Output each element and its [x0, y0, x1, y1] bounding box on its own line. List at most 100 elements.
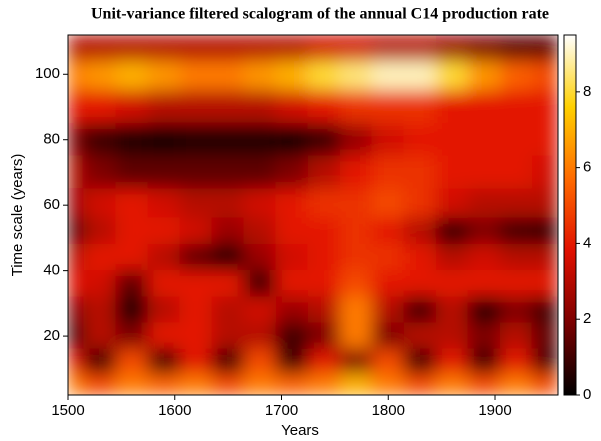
heat-cell — [531, 155, 558, 190]
heat-cell — [115, 155, 149, 190]
chart-title: Unit-variance filtered scalogram of the … — [91, 6, 549, 23]
heat-cell — [435, 270, 469, 298]
heat-cell — [371, 122, 405, 157]
heat-cell — [403, 90, 437, 124]
heat-cell — [179, 322, 213, 350]
heat-cell — [115, 188, 149, 219]
heat-cell — [499, 270, 533, 298]
heat-cell — [499, 35, 533, 62]
heat-cell — [68, 322, 85, 350]
heat-cell — [531, 296, 558, 324]
heat-cell — [467, 348, 501, 375]
heat-cell — [403, 122, 437, 157]
heat-cell — [83, 243, 117, 272]
heat-cell — [243, 60, 277, 92]
heat-cell — [339, 348, 373, 375]
heat-cell — [371, 243, 405, 272]
heat-cell — [435, 322, 469, 350]
heat-cell — [307, 188, 341, 219]
heat-cell — [211, 90, 245, 124]
heat-cell — [115, 35, 149, 62]
y-tick-label: 40 — [43, 262, 60, 279]
heat-cell — [307, 348, 341, 375]
heat-cell — [307, 60, 341, 92]
heat-cell — [435, 296, 469, 324]
heat-cell — [68, 348, 85, 375]
heat-cell — [243, 155, 277, 190]
y-tick-label: 80 — [43, 131, 60, 148]
heat-cell — [435, 217, 469, 245]
heat-cell — [531, 60, 558, 92]
heat-cell — [371, 270, 405, 298]
heat-cell — [68, 155, 85, 190]
heat-cell — [467, 270, 501, 298]
heat-cell — [467, 373, 501, 395]
heat-cell — [68, 122, 85, 157]
heat-cell — [179, 188, 213, 219]
heat-cell — [435, 188, 469, 219]
heatmap — [68, 35, 558, 395]
heat-cell — [83, 122, 117, 157]
heat-cell — [307, 322, 341, 350]
heat-cell — [435, 35, 469, 62]
heat-cell — [147, 60, 181, 92]
plot-frame — [67, 34, 559, 396]
heat-cell — [531, 243, 558, 272]
heat-cell — [243, 122, 277, 157]
heat-cell — [275, 348, 309, 375]
heat-cell — [499, 122, 533, 157]
y-axis-label: Time scale (years) — [9, 154, 26, 277]
heat-cell — [403, 296, 437, 324]
heat-cell — [531, 35, 558, 62]
heat-cell — [115, 270, 149, 298]
heat-cell — [371, 296, 405, 324]
y-tick-label: 100 — [35, 65, 60, 82]
heat-cell — [275, 217, 309, 245]
heat-cell — [403, 348, 437, 375]
heat-cell — [339, 155, 373, 190]
heat-cell — [68, 296, 85, 324]
heat-cell — [68, 270, 85, 298]
heat-cell — [403, 35, 437, 62]
heat-cell — [68, 60, 85, 92]
heat-cell — [179, 122, 213, 157]
heat-cell — [371, 90, 405, 124]
heat-cell — [371, 155, 405, 190]
heat-cell — [531, 373, 558, 395]
x-tick-label: 1700 — [265, 402, 298, 419]
heat-cell — [83, 296, 117, 324]
heat-cell — [467, 188, 501, 219]
heat-cell — [68, 217, 85, 245]
heat-cell — [403, 243, 437, 272]
colorbar-tick-label: 8 — [583, 83, 591, 100]
heat-cell — [403, 270, 437, 298]
heat-cell — [115, 243, 149, 272]
heat-cell — [307, 243, 341, 272]
heat-cell — [243, 188, 277, 219]
heat-cell — [339, 60, 373, 92]
heat-cell — [275, 373, 309, 395]
heat-cell — [147, 90, 181, 124]
heat-cell — [339, 35, 373, 62]
heat-cell — [243, 348, 277, 375]
heat-cell — [371, 35, 405, 62]
heat-cell — [83, 373, 117, 395]
heat-cell — [147, 322, 181, 350]
heat-cell — [499, 90, 533, 124]
heat-cell — [499, 155, 533, 190]
heat-cell — [275, 296, 309, 324]
heat-cell — [147, 348, 181, 375]
x-axis-label: Years — [281, 422, 319, 439]
colorbar-tick-label: 0 — [583, 386, 591, 403]
heat-cell — [499, 243, 533, 272]
heat-cell — [68, 373, 85, 395]
heat-cell — [68, 90, 85, 124]
heat-cell — [211, 188, 245, 219]
heat-cell — [147, 296, 181, 324]
heat-cell — [531, 217, 558, 245]
heat-cell — [83, 90, 117, 124]
heat-cell — [115, 217, 149, 245]
heat-cell — [211, 243, 245, 272]
heat-cell — [467, 322, 501, 350]
heat-cell — [531, 90, 558, 124]
